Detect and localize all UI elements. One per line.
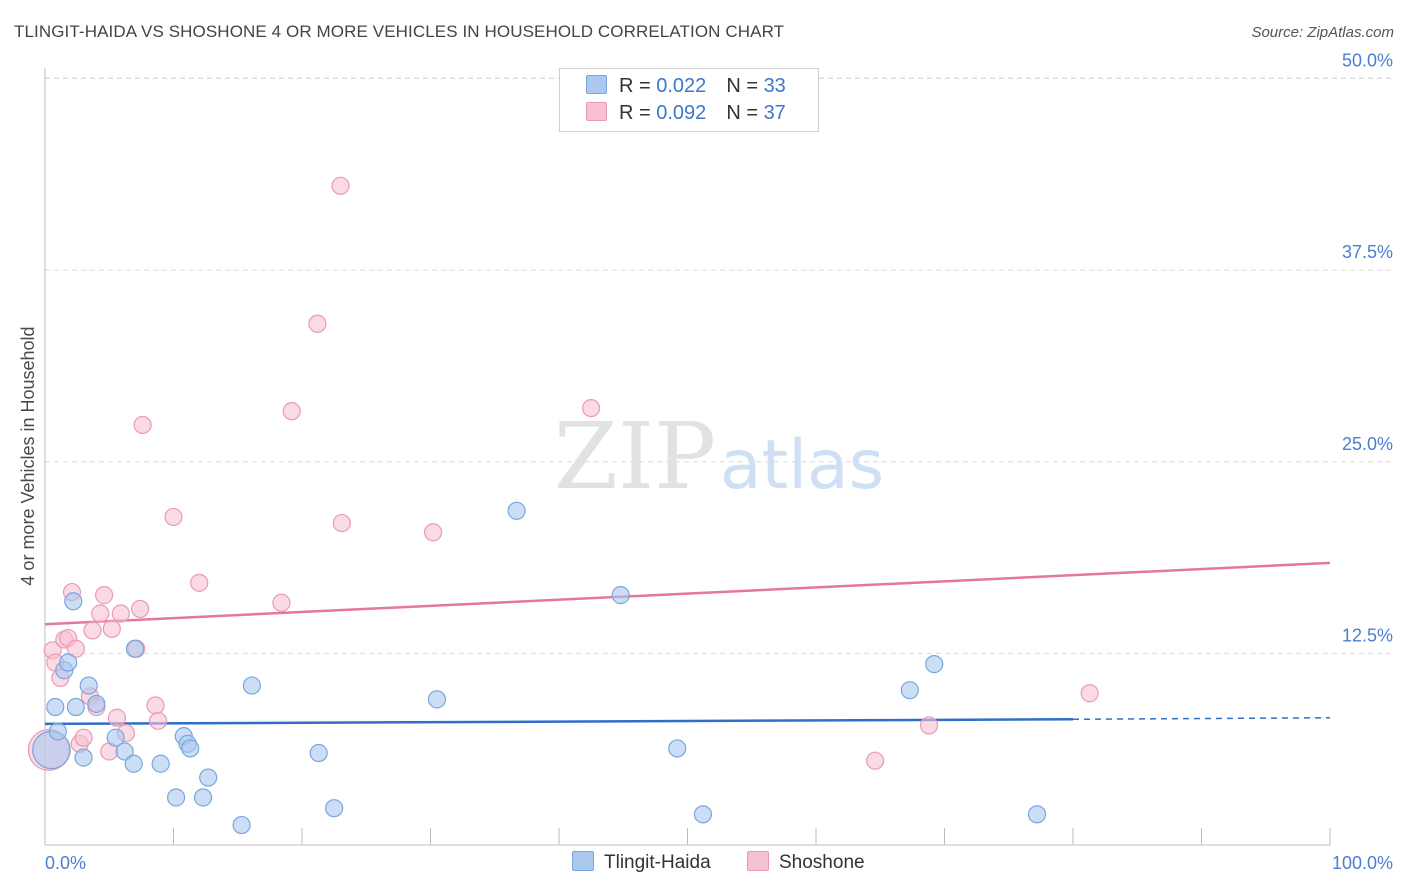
- point-shoshone: [282, 402, 301, 421]
- point-tlingit-haida: [900, 681, 919, 700]
- legend-swatch-pink: [586, 102, 607, 121]
- point-shoshone: [107, 708, 127, 727]
- tick-labels: 12.5% 25.0% 37.5% 50.0% 0.0% 100.0%: [45, 51, 1393, 874]
- legend-swatch-blue: [572, 851, 594, 871]
- legend-n-value: 37: [763, 102, 786, 124]
- correlation-legend: R = 0.022 N = 33 R = 0.092 N = 37: [559, 68, 819, 132]
- point-tlingit-haida: [611, 586, 630, 605]
- point-tlingit-haida: [166, 788, 186, 807]
- legend-r-value: 0.092: [656, 102, 707, 124]
- point-tlingit-haida: [48, 722, 67, 741]
- legend-swatch-pink: [747, 851, 769, 871]
- point-tlingit-haida: [427, 690, 447, 709]
- point-tlingit-haida: [124, 754, 143, 773]
- point-tlingit-haida: [125, 639, 145, 658]
- trend-lines: [44, 561, 1331, 726]
- point-tlingit-haida: [106, 728, 125, 747]
- trend-line-shoshone: [44, 561, 1331, 626]
- point-tlingit-haida: [87, 694, 106, 714]
- point-shoshone: [866, 751, 885, 770]
- legend-n-value: 33: [763, 75, 786, 97]
- point-tlingit-haida: [232, 815, 251, 835]
- legend-r-value: 0.022: [656, 75, 707, 97]
- point-shoshone: [332, 513, 351, 533]
- legend-r-label: R =: [619, 75, 657, 97]
- point-shoshone: [111, 604, 130, 623]
- point-shoshone: [83, 621, 102, 640]
- point-shoshone: [190, 573, 209, 592]
- point-tlingit-haida: [79, 676, 98, 695]
- gridlines: [45, 77, 1395, 654]
- point-tlingit-haida: [309, 743, 328, 763]
- legend-label-tlingit-haida: Tlingit-Haida: [604, 852, 711, 873]
- point-tlingit-haida: [325, 799, 344, 818]
- point-shoshone: [146, 696, 165, 715]
- point-shoshone: [95, 586, 114, 605]
- point-tlingit-haida: [925, 655, 944, 674]
- legend-n-label: N =: [726, 102, 764, 124]
- legend-r-label: R =: [619, 102, 657, 124]
- legend-item-tlingit-haida: Tlingit-Haida: [572, 851, 711, 874]
- y-tick-label: 50.0%: [1342, 51, 1393, 71]
- trend-line-tlingit-haida: [44, 718, 1074, 726]
- data-points: [27, 176, 1099, 835]
- point-shoshone: [272, 593, 291, 612]
- point-tlingit-haida: [46, 697, 65, 717]
- point-shoshone: [423, 523, 443, 542]
- point-tlingit-haida: [66, 697, 85, 717]
- watermark-zip: ZIP: [554, 403, 716, 510]
- chart-title: TLINGIT-HAIDA VS SHOSHONE 4 OR MORE VEHI…: [14, 22, 785, 41]
- point-tlingit-haida: [59, 653, 78, 672]
- point-shoshone: [331, 176, 350, 195]
- point-shoshone: [919, 716, 939, 735]
- legend-row-tlingit-haida: R = 0.022 N = 33: [586, 75, 786, 98]
- legend-swatch-blue: [586, 75, 607, 94]
- legend-item-shoshone: Shoshone: [747, 851, 865, 874]
- legend-row-shoshone: R = 0.092 N = 37: [586, 102, 786, 125]
- watermark: ZIP atlas: [554, 403, 884, 510]
- y-tick-label: 25.0%: [1342, 434, 1393, 454]
- y-tick-label: 12.5%: [1342, 625, 1393, 645]
- point-tlingit-haida: [199, 768, 218, 787]
- point-shoshone: [582, 398, 601, 418]
- x-tick-label-min: 0.0%: [45, 853, 86, 873]
- point-tlingit-haida: [74, 748, 93, 767]
- axes: [44, 68, 1331, 846]
- point-tlingit-haida: [693, 805, 713, 824]
- trend-extension-tlingit-haida: [1072, 717, 1331, 721]
- point-shoshone: [164, 507, 183, 527]
- point-tlingit-haida: [507, 501, 526, 520]
- point-tlingit-haida: [668, 739, 687, 758]
- point-tlingit-haida: [1027, 805, 1047, 824]
- legend-n-label: N =: [726, 75, 764, 97]
- point-shoshone: [66, 639, 85, 658]
- point-tlingit-haida: [115, 742, 134, 761]
- point-tlingit-haida: [193, 788, 213, 807]
- point-shoshone: [148, 711, 168, 730]
- point-shoshone: [308, 314, 327, 333]
- point-shoshone: [91, 604, 110, 623]
- legend-label-shoshone: Shoshone: [779, 852, 865, 873]
- point-shoshone: [74, 728, 93, 747]
- point-shoshone: [102, 619, 121, 638]
- watermark-atlas: atlas: [720, 426, 884, 505]
- point-tlingit-haida: [151, 754, 170, 773]
- x-tick-label-max: 100.0%: [1332, 853, 1393, 873]
- source-credit: Source: ZipAtlas.com: [1251, 24, 1394, 41]
- point-shoshone: [130, 599, 150, 619]
- y-tick-label: 37.5%: [1342, 242, 1393, 262]
- point-shoshone: [1080, 684, 1099, 703]
- point-tlingit-haida: [242, 676, 261, 695]
- point-tlingit-haida: [64, 592, 83, 611]
- point-shoshone: [133, 415, 152, 435]
- point-tlingit-haida: [181, 739, 200, 758]
- y-axis-label: 4 or more Vehicles in Household: [18, 326, 38, 585]
